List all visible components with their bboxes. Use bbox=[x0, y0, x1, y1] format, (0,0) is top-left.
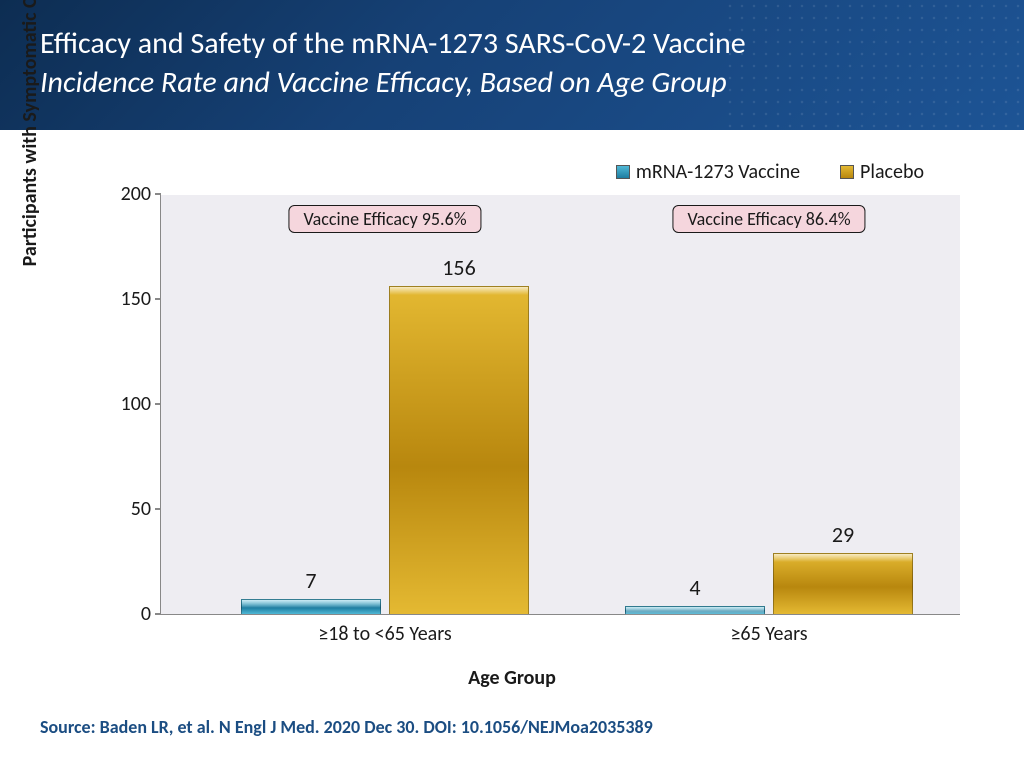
page-title: Efficacy and Safety of the mRNA-1273 SAR… bbox=[40, 24, 984, 63]
efficacy-annotation: Vaccine Efficacy 86.4% bbox=[672, 205, 865, 233]
plot-area: 0501001502007156≥18 to <65 YearsVaccine … bbox=[160, 195, 960, 615]
bar-value-label: 4 bbox=[689, 574, 700, 607]
y-tick-mark bbox=[155, 403, 161, 405]
bar: 4 bbox=[625, 606, 765, 614]
bar-group: 7156≥18 to <65 Years bbox=[241, 286, 529, 614]
x-axis-label: Age Group bbox=[468, 666, 556, 690]
category-label: ≥18 to <65 Years bbox=[318, 614, 451, 646]
bar-value-label: 7 bbox=[305, 567, 316, 600]
category-label: ≥65 Years bbox=[730, 614, 807, 646]
legend-item: Placebo bbox=[840, 160, 924, 184]
y-tick-mark bbox=[155, 193, 161, 195]
chart-container: mRNA-1273 VaccinePlacebo Participants wi… bbox=[40, 160, 984, 690]
legend-swatch bbox=[616, 165, 630, 179]
bar-value-label: 156 bbox=[442, 254, 475, 287]
header-banner: Efficacy and Safety of the mRNA-1273 SAR… bbox=[0, 0, 1024, 130]
bar: 7 bbox=[241, 599, 381, 614]
source-citation: Source: Baden LR, et al. N Engl J Med. 2… bbox=[40, 716, 653, 738]
legend-swatch bbox=[840, 165, 854, 179]
legend-item: mRNA-1273 Vaccine bbox=[616, 160, 800, 184]
bar: 29 bbox=[773, 553, 913, 614]
y-tick-mark bbox=[155, 613, 161, 615]
page-subtitle: Incidence Rate and Vaccine Efficacy, Bas… bbox=[40, 63, 984, 102]
legend: mRNA-1273 Vaccine Placebo bbox=[616, 160, 924, 184]
y-tick-mark bbox=[155, 508, 161, 510]
efficacy-annotation: Vaccine Efficacy 95.6% bbox=[288, 205, 481, 233]
legend-label: mRNA-1273 Vaccine bbox=[636, 160, 800, 184]
y-tick-mark bbox=[155, 298, 161, 300]
bar-group: 429≥65 Years bbox=[625, 553, 913, 614]
legend-label: Placebo bbox=[860, 160, 924, 184]
bar-value-label: 29 bbox=[832, 521, 854, 554]
y-axis-label: Participants with Symptomatic Covid-19 bbox=[18, 0, 42, 266]
bar: 156 bbox=[389, 286, 529, 614]
